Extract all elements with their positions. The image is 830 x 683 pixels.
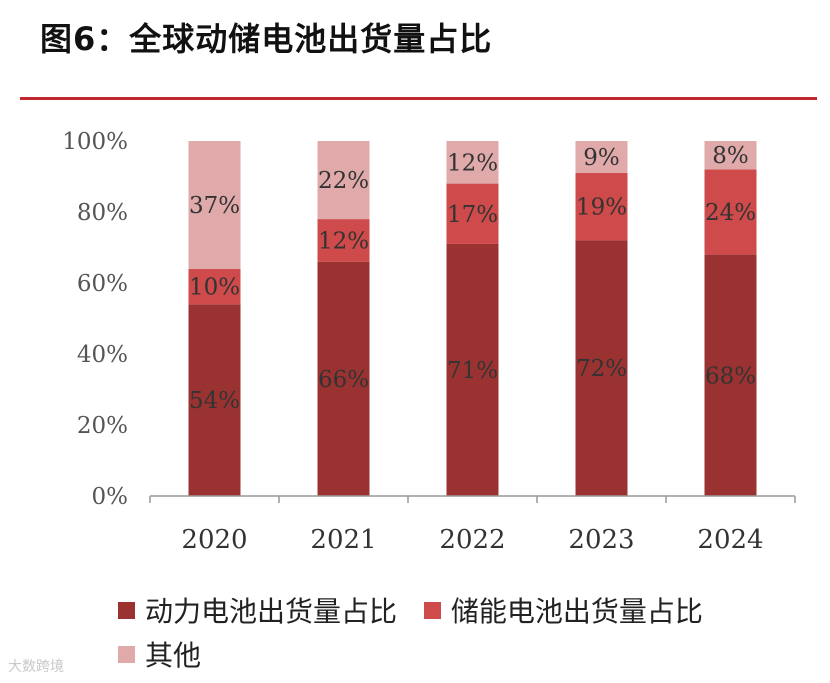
x-tick-label: 2022 xyxy=(439,525,505,555)
y-tick-label: 0% xyxy=(92,484,129,510)
bar-segment xyxy=(446,141,499,184)
y-tick-label: 100% xyxy=(62,129,128,155)
data-label: 12% xyxy=(447,150,498,176)
x-axis: 2020 2021 2022 2023 2024 xyxy=(149,495,796,555)
data-label: 66% xyxy=(318,367,369,393)
legend-item-storage: 储能电池出货量占比 xyxy=(423,588,703,632)
x-tick-label: 2020 xyxy=(181,525,247,555)
bars: 54% 10% 37% 66% 12% 22% 71% 17% 12% 72% 19% 9% 68% 24… xyxy=(188,141,757,496)
data-label: 24% xyxy=(705,200,756,226)
bar-segment xyxy=(575,172,628,241)
y-axis: 0% 20% 40% 60% 80% 100% xyxy=(62,129,128,510)
bar-segment xyxy=(317,141,370,220)
data-label: 19% xyxy=(576,195,627,221)
chart-legend: 动力电池出货量占比 储能电池出货量占比 其他 xyxy=(118,588,818,676)
bar-segment xyxy=(446,243,499,496)
data-label: 10% xyxy=(189,275,240,301)
data-label: 68% xyxy=(705,363,756,389)
legend-swatch-storage xyxy=(423,601,441,619)
bar-segment xyxy=(317,261,370,496)
data-label: 71% xyxy=(447,358,498,384)
bar-segment xyxy=(575,240,628,496)
bar-segment xyxy=(704,169,757,255)
y-tick-label: 80% xyxy=(77,200,128,226)
bar-segment xyxy=(704,141,757,170)
y-tick-label: 40% xyxy=(77,342,128,368)
bar-segment xyxy=(188,268,241,305)
y-tick-label: 60% xyxy=(77,271,128,297)
data-label: 12% xyxy=(318,228,369,254)
x-tick-label: 2021 xyxy=(310,525,376,555)
bar-segment xyxy=(446,183,499,244)
watermark: 大数跨境 xyxy=(8,659,64,675)
legend-item-power: 动力电池出货量占比 xyxy=(118,588,397,632)
data-label: 37% xyxy=(189,193,240,219)
data-label: 22% xyxy=(318,168,369,194)
data-label: 54% xyxy=(189,388,240,414)
data-label: 72% xyxy=(576,356,627,382)
legend-swatch-power xyxy=(118,601,135,619)
x-tick-label: 2023 xyxy=(568,525,634,555)
legend-label-power: 动力电池出货量占比 xyxy=(145,595,398,628)
bar-segment xyxy=(317,219,370,262)
bar-segment xyxy=(188,304,241,496)
page-title: 图6：全球动储电池出货量占比 xyxy=(40,20,493,58)
legend-label-storage: 储能电池出货量占比 xyxy=(450,595,703,628)
y-tick-label: 20% xyxy=(77,413,128,439)
legend-item-other: 其他 xyxy=(118,632,201,676)
bar-segment xyxy=(575,141,628,173)
data-label: 8% xyxy=(712,143,749,169)
x-tick-label: 2024 xyxy=(697,525,763,555)
data-label: 17% xyxy=(447,202,498,228)
bar-segment xyxy=(704,254,757,496)
legend-label-other: 其他 xyxy=(145,639,202,672)
legend-swatch-other xyxy=(118,645,135,663)
stacked-bar-chart: 0% 20% 40% 60% 80% 100% 54% 10% 37% 66% 12% 22% 71%… xyxy=(62,129,796,555)
data-label: 9% xyxy=(583,145,620,171)
bar-segment xyxy=(188,141,241,269)
title-divider xyxy=(20,97,817,100)
